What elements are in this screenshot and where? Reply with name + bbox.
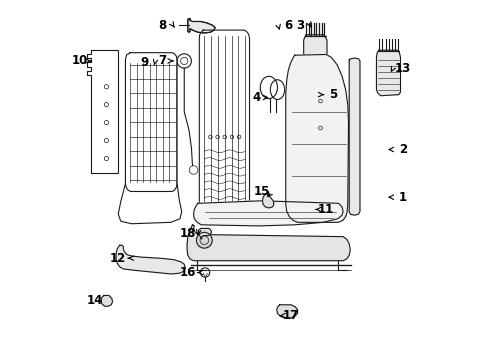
Text: 17: 17 (282, 309, 298, 322)
Polygon shape (101, 296, 112, 306)
Text: 3: 3 (295, 19, 304, 32)
Polygon shape (328, 80, 336, 102)
Circle shape (196, 232, 212, 248)
Text: 13: 13 (394, 62, 410, 75)
Polygon shape (193, 201, 343, 226)
Polygon shape (285, 54, 348, 222)
Polygon shape (262, 194, 273, 208)
Text: 9: 9 (141, 56, 149, 69)
Text: 18: 18 (179, 226, 196, 239)
Text: 4: 4 (252, 91, 260, 104)
Text: 11: 11 (318, 203, 334, 216)
Polygon shape (187, 19, 215, 33)
Polygon shape (276, 305, 297, 318)
Text: 5: 5 (328, 88, 337, 101)
Polygon shape (376, 50, 400, 96)
Text: 2: 2 (398, 143, 406, 156)
Text: 7: 7 (158, 54, 166, 67)
Text: 6: 6 (284, 19, 292, 32)
Polygon shape (303, 35, 326, 57)
Text: 15: 15 (253, 185, 269, 198)
Text: 16: 16 (179, 266, 196, 279)
Text: 14: 14 (86, 294, 102, 307)
Polygon shape (348, 58, 359, 215)
Text: 12: 12 (110, 252, 126, 265)
Text: 1: 1 (398, 191, 406, 204)
Polygon shape (116, 245, 185, 274)
Text: 8: 8 (158, 19, 166, 32)
Text: 10: 10 (72, 54, 88, 67)
Polygon shape (187, 225, 349, 261)
Polygon shape (198, 228, 211, 239)
